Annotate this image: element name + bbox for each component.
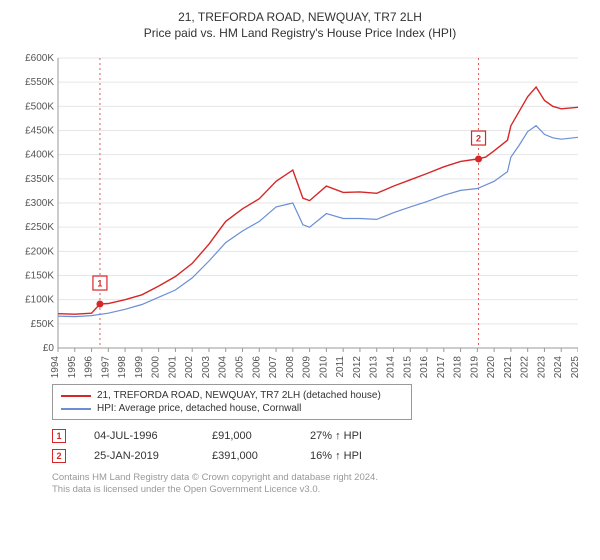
sale-point-marker-label: 1: [97, 279, 102, 289]
xtick-label: 2011: [335, 356, 346, 378]
chart-area: £0 £50K £100K £150K £200K £250K £300K £350K £400…: [18, 48, 578, 378]
legend-label: HPI: Average price, detached house, Corn…: [97, 403, 301, 414]
xtick-label: 2002: [184, 356, 195, 378]
xtick-label: 1994: [50, 356, 61, 378]
sale-table-marker: 1: [52, 429, 66, 443]
xtick-label: 2014: [385, 356, 396, 378]
xtick-label: 2019: [469, 356, 480, 378]
chart-container: 21, TREFORDA ROAD, NEWQUAY, TR7 2LH Pric…: [0, 0, 600, 560]
ytick-label: £50K: [31, 319, 55, 330]
sale-table-row: 1 04-JUL-1996 £91,000 27% ↑ HPI: [52, 426, 590, 446]
ytick-label: £250K: [25, 222, 54, 233]
xtick-label: 2022: [520, 356, 531, 378]
sale-points-table: 1 04-JUL-1996 £91,000 27% ↑ HPI 2 25-JAN-2019…: [52, 426, 590, 466]
xtick-label: 1997: [100, 356, 111, 378]
xtick-label: 2017: [436, 356, 447, 378]
ytick-label: £400K: [25, 150, 54, 161]
xtick-label: 2018: [453, 356, 464, 378]
xtick-label: 1996: [84, 356, 95, 378]
xtick-label: 2013: [369, 356, 380, 378]
legend-swatch: [61, 395, 91, 397]
xtick-label: 2024: [553, 356, 564, 378]
attribution-line2: This data is licensed under the Open Gov…: [52, 484, 590, 496]
xtick-label: 2025: [570, 356, 578, 378]
sale-point-marker-label: 2: [476, 134, 481, 144]
sale-table-price: £391,000: [212, 450, 282, 462]
xtick-label: 2005: [235, 356, 246, 378]
attribution-line1: Contains HM Land Registry data © Crown c…: [52, 472, 590, 484]
sale-point-dot: [475, 156, 482, 163]
ytick-label: £600K: [25, 53, 54, 64]
xtick-label: 2010: [318, 356, 329, 378]
sale-table-date: 04-JUL-1996: [94, 430, 184, 442]
sale-table-marker: 2: [52, 449, 66, 463]
xtick-label: 2007: [268, 356, 279, 378]
ytick-label: £450K: [25, 126, 54, 137]
xtick-label: 2021: [503, 356, 514, 378]
xtick-label: 2009: [302, 356, 313, 378]
xtick-label: 1995: [67, 356, 78, 378]
series-line: [58, 87, 578, 314]
xtick-label: 2003: [201, 356, 212, 378]
ytick-label: £500K: [25, 101, 54, 112]
ytick-label: £100K: [25, 295, 54, 306]
chart-subtitle: Price paid vs. HM Land Registry's House …: [10, 26, 590, 40]
xtick-label: 2001: [167, 356, 178, 378]
xtick-label: 2012: [352, 356, 363, 378]
legend-label: 21, TREFORDA ROAD, NEWQUAY, TR7 2LH (det…: [97, 390, 381, 401]
xtick-label: 2008: [285, 356, 296, 378]
sale-point-dot: [96, 301, 103, 308]
ytick-label: £350K: [25, 174, 54, 185]
legend-item: HPI: Average price, detached house, Corn…: [61, 402, 403, 415]
chart-title: 21, TREFORDA ROAD, NEWQUAY, TR7 2LH: [10, 10, 590, 24]
xtick-label: 2023: [536, 356, 547, 378]
sale-table-row: 2 25-JAN-2019 £391,000 16% ↑ HPI: [52, 446, 590, 466]
ytick-label: £200K: [25, 246, 54, 257]
xtick-label: 2016: [419, 356, 430, 378]
xtick-label: 2020: [486, 356, 497, 378]
ytick-label: £0: [43, 343, 55, 354]
legend-swatch: [61, 408, 91, 410]
ytick-label: £550K: [25, 77, 54, 88]
xtick-label: 1999: [134, 356, 145, 378]
ytick-label: £300K: [25, 198, 54, 209]
legend-box: 21, TREFORDA ROAD, NEWQUAY, TR7 2LH (det…: [52, 384, 412, 420]
chart-svg: £0 £50K £100K £150K £200K £250K £300K £350K £400…: [18, 48, 578, 378]
xtick-label: 2006: [251, 356, 262, 378]
xtick-label: 2000: [151, 356, 162, 378]
sale-table-date: 25-JAN-2019: [94, 450, 184, 462]
sale-table-hpi: 16% ↑ HPI: [310, 450, 362, 462]
sale-table-price: £91,000: [212, 430, 282, 442]
xtick-label: 1998: [117, 356, 128, 378]
ytick-label: £150K: [25, 271, 54, 282]
sale-table-hpi: 27% ↑ HPI: [310, 430, 362, 442]
xtick-label: 2015: [402, 356, 413, 378]
attribution-text: Contains HM Land Registry data © Crown c…: [52, 472, 590, 497]
legend-item: 21, TREFORDA ROAD, NEWQUAY, TR7 2LH (det…: [61, 389, 403, 402]
xtick-label: 2004: [218, 356, 229, 378]
